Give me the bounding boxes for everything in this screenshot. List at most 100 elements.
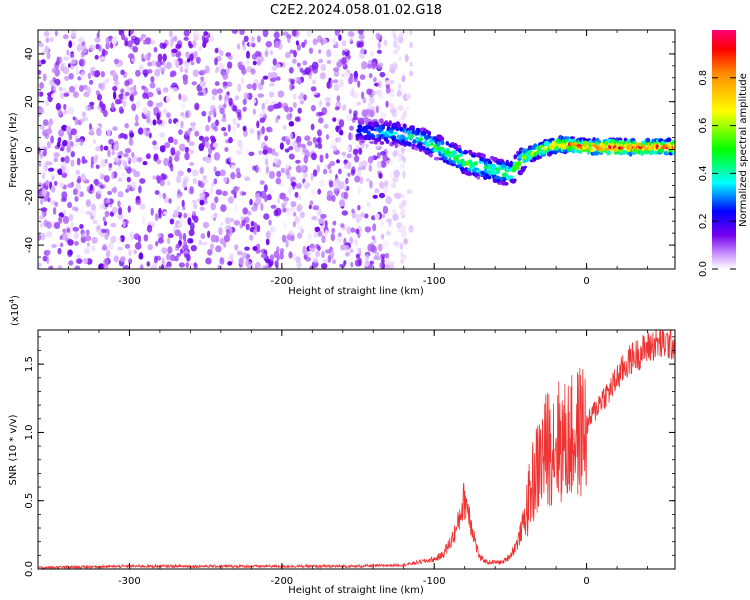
heatmap-noise-cell — [120, 69, 125, 76]
heatmap-noise-cell — [39, 222, 44, 228]
heatmap-noise-cell — [242, 40, 245, 47]
heatmap-noise-cell — [343, 159, 349, 164]
heatmap-noise-cell — [224, 147, 229, 152]
heatmap-noise-cell — [243, 92, 250, 100]
heatmap-signal-cell — [486, 175, 492, 180]
heatmap-noise-cell — [304, 181, 308, 186]
heatmap-noise-cell — [225, 217, 231, 225]
heatmap-noise-cell — [202, 241, 208, 246]
heatmap-noise-cell — [355, 228, 360, 235]
heatmap-signal-cell — [379, 141, 385, 145]
heatmap-noise-cell — [359, 74, 366, 80]
heatmap-noise-cell — [188, 127, 193, 132]
heatmap-noise-cell — [288, 106, 294, 113]
heatmap-noise-cell — [259, 180, 265, 185]
heatmap-noise-cell — [393, 169, 400, 178]
heatmap-noise-cell — [228, 136, 233, 144]
heatmap-noise-cell — [274, 152, 279, 157]
heatmap-noise-cell — [303, 39, 308, 45]
heatmap-noise-cell — [379, 262, 385, 269]
heatmap-signal-cell — [473, 161, 478, 166]
heatmap-noise-cell — [82, 47, 87, 54]
heatmap-noise-cell — [192, 169, 199, 177]
heatmap-noise-cell — [122, 160, 127, 168]
spectrogram-xtick-label: -200 — [270, 276, 293, 287]
heatmap-noise-cell — [178, 93, 182, 101]
heatmap-noise-cell — [45, 37, 50, 43]
heatmap-noise-cell — [358, 147, 363, 155]
snr-panel: -300 -200 -100 0 0.0 0.5 1.0 1.5 Height of stra… — [8, 295, 676, 596]
heatmap-noise-cell — [350, 227, 356, 233]
heatmap-signal-cell — [429, 152, 433, 158]
heatmap-noise-cell — [143, 39, 147, 45]
heatmap-noise-cell — [59, 242, 64, 248]
heatmap-noise-cell — [135, 69, 141, 77]
heatmap-noise-cell — [103, 258, 109, 267]
heatmap-noise-cell — [310, 86, 317, 92]
heatmap-noise-cell — [254, 164, 259, 173]
heatmap-noise-cell — [176, 175, 182, 184]
heatmap-noise-cell — [113, 91, 117, 100]
colorbar-label: Normalized spectral amplitude — [738, 73, 749, 227]
heatmap-noise-cell — [236, 123, 240, 128]
heatmap-noise-cell — [296, 135, 302, 144]
heatmap-noise-cell — [288, 146, 294, 151]
heatmap-noise-cell — [189, 222, 195, 231]
heatmap-noise-cell — [169, 254, 176, 262]
heatmap-noise-cell — [389, 172, 393, 179]
heatmap-noise-cell — [385, 252, 390, 260]
heatmap-signal-cell — [513, 154, 519, 158]
heatmap-noise-cell — [134, 122, 139, 127]
heatmap-noise-cell — [409, 61, 413, 67]
heatmap-noise-cell — [176, 206, 181, 211]
heatmap-noise-cell — [59, 182, 65, 188]
heatmap-noise-cell — [238, 257, 244, 266]
heatmap-noise-cell — [398, 203, 404, 210]
heatmap-noise-cell — [209, 104, 215, 112]
heatmap-noise-cell — [397, 156, 403, 163]
heatmap-noise-cell — [38, 91, 41, 97]
heatmap-noise-cell — [407, 147, 413, 153]
heatmap-noise-cell — [150, 265, 157, 269]
heatmap-noise-cell — [241, 67, 247, 75]
heatmap-signal-cell — [644, 146, 649, 151]
heatmap-noise-cell — [179, 66, 184, 73]
heatmap-noise-cell — [255, 196, 262, 205]
heatmap-noise-cell — [314, 226, 321, 233]
heatmap-noise-cell — [399, 209, 406, 217]
heatmap-noise-cell — [101, 49, 109, 56]
heatmap-noise-cell — [356, 101, 362, 106]
heatmap-noise-cell — [172, 87, 178, 92]
heatmap-noise-cell — [334, 187, 338, 196]
heatmap-noise-cell — [103, 145, 109, 151]
heatmap-noise-cell — [291, 30, 297, 37]
heatmap-noise-cell — [353, 76, 358, 83]
heatmap-noise-cell — [112, 85, 118, 92]
heatmap-noise-cell — [171, 36, 176, 42]
heatmap-noise-cell — [297, 224, 304, 231]
heatmap-noise-cell — [55, 102, 62, 111]
heatmap-noise-cell — [85, 229, 90, 236]
heatmap-noise-cell — [193, 202, 198, 210]
heatmap-noise-cell — [258, 150, 263, 156]
heatmap-noise-cell — [318, 100, 323, 107]
heatmap-noise-cell — [195, 33, 201, 38]
snr-xtick-label: -100 — [423, 576, 446, 587]
heatmap-noise-cell — [376, 49, 382, 54]
heatmap-noise-cell — [229, 253, 234, 261]
heatmap-noise-cell — [245, 223, 250, 231]
heatmap-noise-cell — [187, 57, 191, 63]
heatmap-noise-cell — [221, 117, 227, 123]
heatmap-noise-cell — [269, 77, 277, 83]
heatmap-noise-cell — [53, 222, 61, 229]
colorbar-tick-label: 0.4 — [698, 165, 709, 181]
heatmap-noise-cell — [342, 104, 347, 111]
heatmap-noise-cell — [289, 82, 294, 91]
heatmap-signal-cell — [357, 124, 363, 129]
heatmap-noise-cell — [322, 169, 328, 175]
heatmap-noise-cell — [336, 95, 341, 102]
heatmap-noise-cell — [198, 45, 202, 52]
heatmap-noise-cell — [402, 170, 406, 179]
heatmap-noise-cell — [191, 199, 197, 204]
heatmap-noise-cell — [113, 255, 119, 263]
